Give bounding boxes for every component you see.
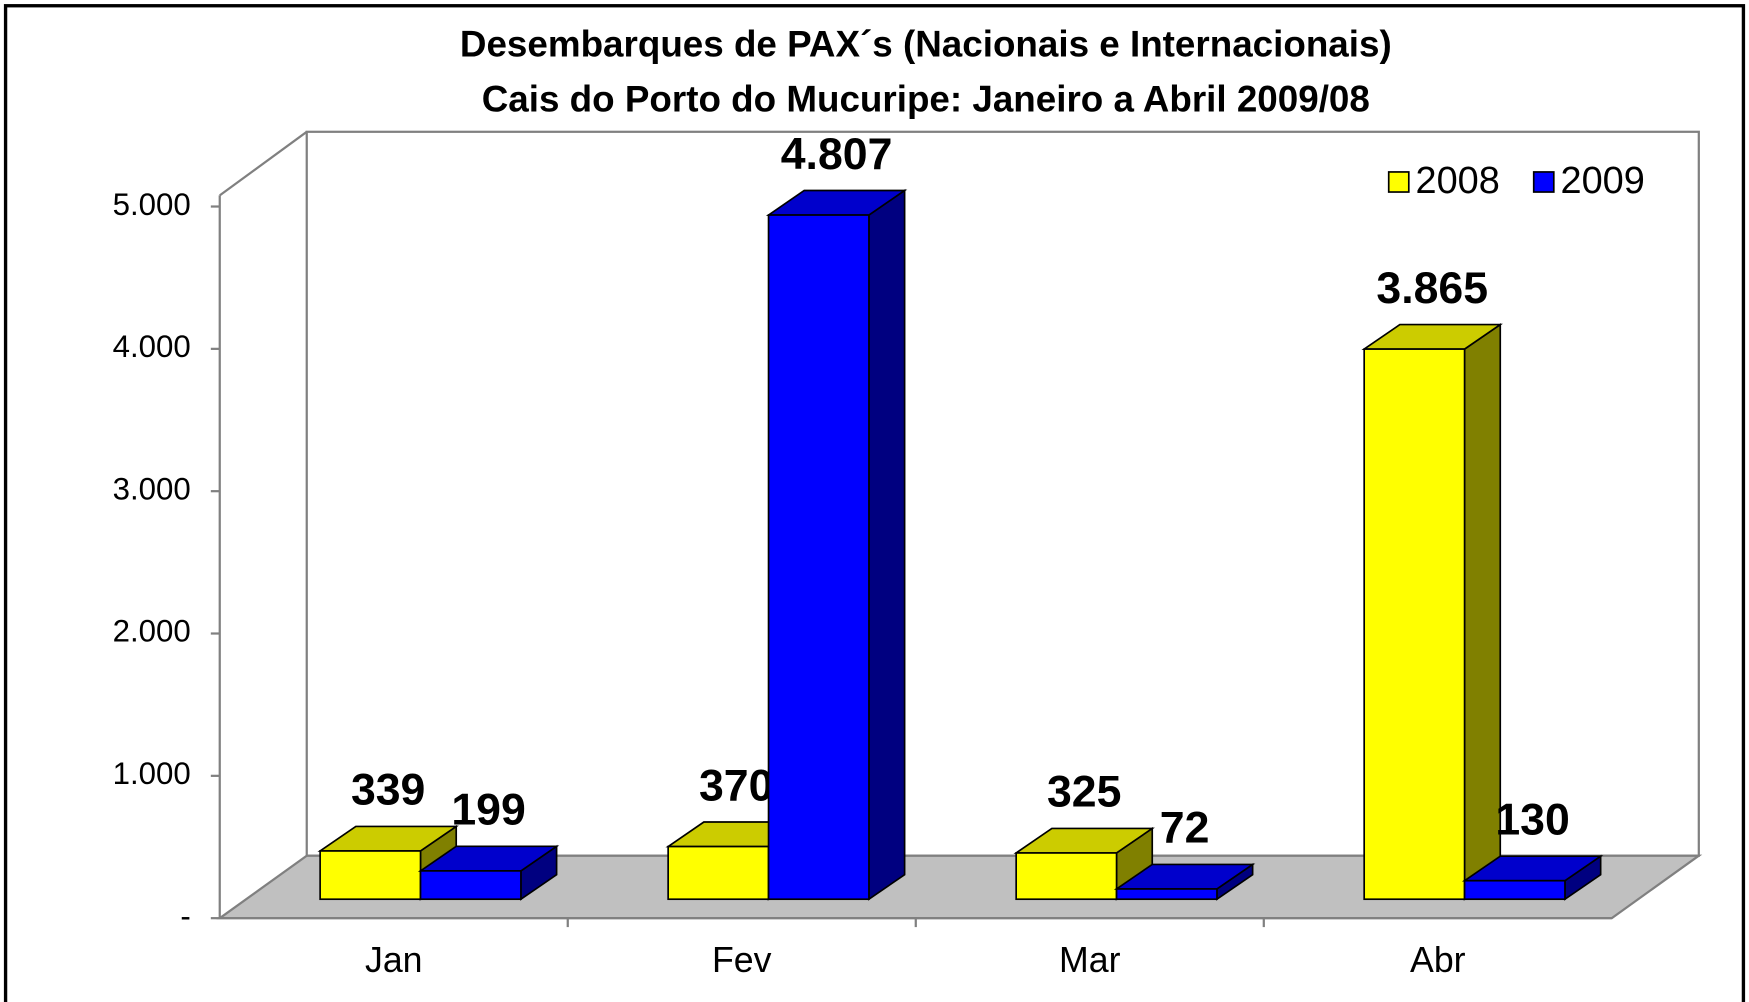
bar-front [667,845,770,901]
legend-swatch [1387,171,1410,193]
bar-front [1115,888,1218,901]
x-tick-label: Fev [712,940,772,980]
y-tick-label: 2.000 [113,614,191,649]
value-label: 325 [1047,768,1121,817]
y-tick-label: 5.000 [113,187,191,222]
bar [1113,862,1256,901]
x-tick-label: Jan [365,940,423,980]
value-label: 130 [1495,795,1569,844]
value-label: 199 [451,786,525,835]
value-label: 339 [351,766,425,815]
bar-front [1463,879,1566,901]
value-label: 370 [699,761,773,810]
bar-side [868,188,906,901]
x-tick-label: Mar [1059,940,1121,980]
bar [417,844,560,901]
bar [1361,322,1503,901]
legend-swatch [1532,171,1555,193]
bar-front [419,870,522,901]
bar-front [767,214,870,901]
bar-front [1363,348,1466,901]
y-tick-label: - [180,898,190,933]
bar [1013,826,1155,901]
chart-subtitle: Cais do Porto do Mucuripe: Janeiro a Abr… [482,78,1370,119]
bar [1461,854,1604,901]
x-tick-label: Abr [1410,940,1466,980]
legend-label: 2008 [1415,160,1499,202]
value-label: 3.865 [1376,264,1488,313]
y-tick-label: 4.000 [113,329,191,364]
bar-front [1015,852,1118,901]
value-label: 4.807 [781,130,893,179]
y-tick-label: 3.000 [113,471,191,506]
legend-label: 2009 [1560,160,1644,202]
value-label: 72 [1160,804,1210,853]
wall-edge [219,130,308,197]
y-tick-label: 1.000 [113,756,191,791]
bar [765,188,908,901]
bar-front [319,850,422,901]
chart-title: Desembarques de PAX´s (Nacionais e Inter… [460,24,1392,65]
